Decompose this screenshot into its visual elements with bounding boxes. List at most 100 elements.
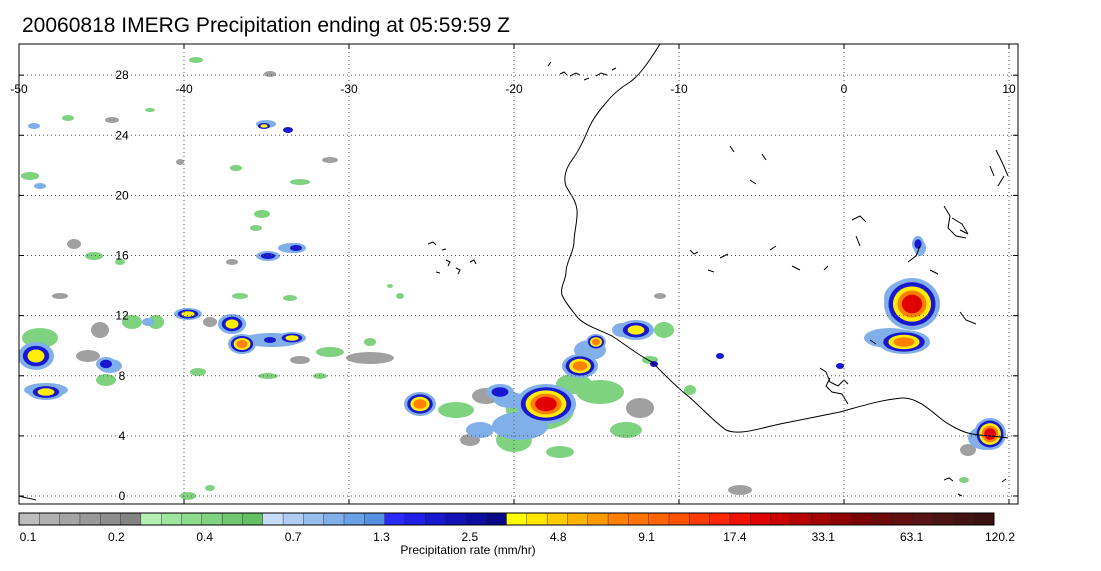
colorbar-swatch [100, 512, 122, 526]
light-rain-patch [346, 352, 394, 364]
storm-cell [37, 388, 55, 396]
storm-cell [285, 335, 299, 341]
light-rain-patch [91, 322, 109, 338]
colorbar-swatch [932, 512, 954, 526]
coastline-layer [19, 44, 1009, 501]
storm-cell [901, 294, 923, 314]
storm-cell [627, 325, 645, 335]
light-rain-patch [232, 293, 248, 299]
light-rain-patch [96, 374, 116, 386]
light-rain-patch [264, 71, 276, 77]
storm-cell [264, 337, 276, 343]
lat-tick-label: 8 [119, 369, 126, 383]
colorbar-swatch [59, 512, 81, 526]
lat-tick-label: 4 [119, 429, 126, 443]
light-rain-patch [290, 356, 310, 364]
storm-cell [260, 124, 268, 128]
light-rain-patch [610, 422, 642, 438]
light-rain-patch [316, 347, 344, 357]
light-rain-patch [85, 252, 103, 260]
gulf-of-guinea-islands [943, 477, 1007, 497]
light-rain-patch [290, 179, 310, 185]
light-rain-patch [387, 284, 393, 288]
colorbar-swatch [607, 512, 629, 526]
light-rain-patch [176, 159, 184, 165]
lat-tick-label: 12 [115, 309, 129, 323]
colorbar-swatch [506, 512, 528, 526]
light-rain-patch [122, 315, 142, 329]
colorbar-swatch [729, 512, 751, 526]
colorbar-tick-label: 63.1 [900, 530, 924, 544]
colorbar-swatch [425, 512, 447, 526]
colorbar-swatch [485, 512, 507, 526]
colorbar-swatch [262, 512, 284, 526]
storm-cell [100, 359, 112, 369]
lat-tick-label: 24 [115, 128, 129, 142]
light-rain-patch [148, 315, 164, 329]
lat-tick-label: 0 [119, 489, 126, 503]
colorbar-swatch [871, 512, 893, 526]
colorbar-swatch [39, 512, 61, 526]
light-rain-patch [960, 444, 976, 456]
longitude-labels: -50 -40 -30 -20 -10 0 10 [10, 82, 1016, 96]
moderate-rain-patch [28, 123, 40, 129]
light-rain-patch [626, 398, 654, 418]
light-rain-patch [76, 350, 100, 362]
colorbar-tick-label: 2.5 [461, 530, 478, 544]
light-rain-patch [322, 157, 338, 163]
colorbar-tick-label: 0.4 [196, 530, 213, 544]
colorbar-swatch [648, 512, 670, 526]
light-rain-patch [959, 477, 969, 483]
storm-cell [836, 363, 844, 369]
colorbar-tick-label: 0.7 [285, 530, 302, 544]
light-rain-patch [654, 322, 674, 338]
colorbar-swatch [282, 512, 304, 526]
storm-cell [592, 338, 600, 346]
storm-cell [893, 337, 915, 347]
colorbar-swatch [343, 512, 365, 526]
colorbar-swatch [404, 512, 426, 526]
light-rain-patch [115, 259, 125, 265]
storm-cell [572, 361, 588, 371]
colorbar-swatch [953, 512, 975, 526]
storm-cell [225, 319, 239, 329]
colorbar-swatch [567, 512, 589, 526]
colorbar-title: Precipitation rate (mm/hr) [400, 543, 535, 557]
colorbar-swatch [851, 512, 873, 526]
colorbar-swatch [750, 512, 772, 526]
colorbar-swatch [546, 512, 568, 526]
light-rain-patch [654, 293, 666, 299]
colorbar-swatch [160, 512, 182, 526]
colorbar-tick-label: 9.1 [638, 530, 655, 544]
storm-cell [283, 127, 293, 133]
colorbar-tick-label: 17.4 [723, 530, 747, 544]
colorbar-swatch [790, 512, 812, 526]
light-rain-patch [21, 172, 39, 180]
lat-tick-label: 28 [115, 68, 129, 82]
moderate-rain-patch [34, 183, 46, 189]
light-rain-patch [438, 402, 474, 418]
colorbar-tick-label: 120.2 [985, 530, 1015, 544]
light-rain-patch [205, 485, 215, 491]
moderate-rain-patch [142, 318, 154, 326]
colorbar-swatch [79, 512, 101, 526]
lon-tick-label: -20 [505, 82, 523, 96]
colorbar-swatch [221, 512, 243, 526]
colorbar-swatch [242, 512, 264, 526]
colorbar-swatch [912, 512, 934, 526]
storm-cell [236, 340, 248, 348]
colorbar-swatch [303, 512, 325, 526]
light-rain-patch [546, 446, 574, 458]
storm-cell [914, 239, 922, 249]
colorbar-swatch [18, 512, 40, 526]
storm-cell [290, 245, 302, 251]
light-rain-patch [189, 57, 203, 63]
africa-west-coast [561, 44, 1009, 439]
colorbar-swatch [465, 512, 487, 526]
colorbar-swatch [628, 512, 650, 526]
colorbar-swatch [709, 512, 731, 526]
light-rain-patch [67, 239, 81, 249]
colorbar [18, 512, 995, 526]
map-frame [18, 43, 1019, 505]
